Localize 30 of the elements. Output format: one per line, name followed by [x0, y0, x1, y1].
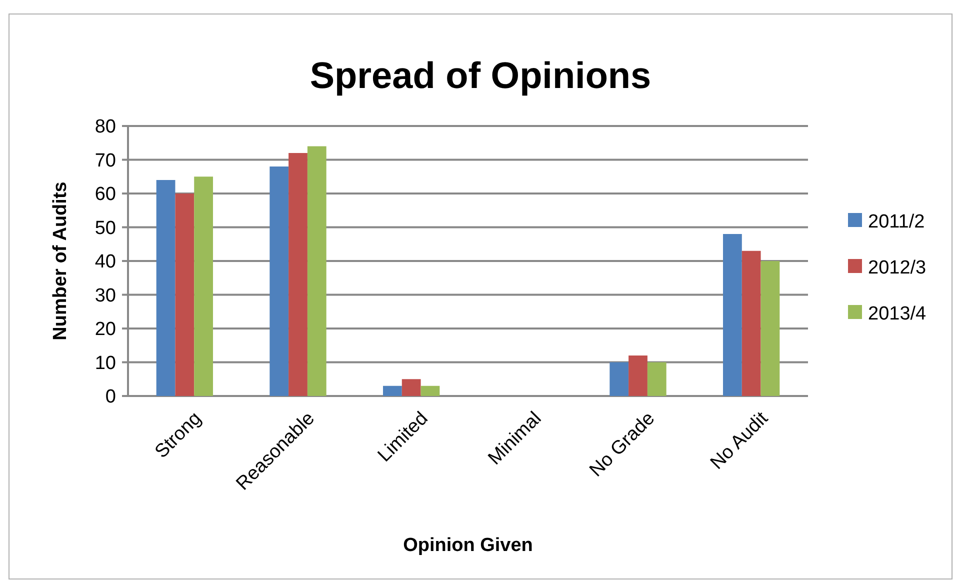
y-tick-label: 80: [94, 116, 116, 138]
bar: [742, 250, 761, 396]
bar: [175, 194, 194, 396]
legend-label: 2013/4: [868, 304, 927, 325]
y-tick-label: 40: [94, 252, 116, 273]
bar: [647, 362, 666, 396]
bar: [307, 146, 326, 396]
y-tick-label: 70: [94, 150, 116, 172]
bar: [420, 386, 440, 396]
y-tick-label: 10: [94, 352, 116, 374]
y-axis-title: Number of Audits: [50, 182, 71, 340]
bar: [383, 386, 402, 396]
legend-label: 2011/2: [868, 212, 925, 233]
y-tick-label: 60: [94, 184, 116, 206]
x-axis-title: Opinion Given: [403, 535, 533, 556]
y-tick-label: 50: [94, 218, 116, 239]
bar: [610, 362, 629, 396]
bar: [288, 153, 308, 396]
bar: [156, 180, 176, 396]
chart-title: Spread of Opinions: [310, 55, 652, 96]
y-tick-label: 0: [105, 386, 116, 408]
bar: [194, 176, 213, 396]
bar: [760, 261, 780, 396]
y-tick-label: 30: [94, 285, 116, 306]
bar: [402, 379, 421, 396]
bar: [628, 356, 648, 396]
bar: [270, 166, 289, 396]
legend-label: 2012/3: [868, 258, 926, 279]
y-tick-label: 20: [94, 319, 116, 340]
bar: [723, 234, 742, 396]
